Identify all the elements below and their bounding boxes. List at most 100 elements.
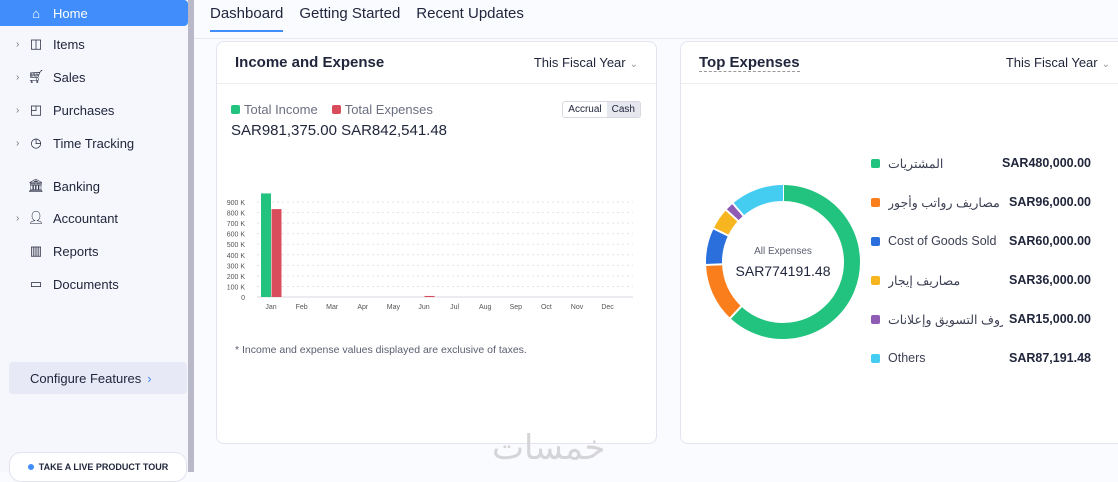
sidebar-item-purchases[interactable]: › ◰ Purchases [12, 97, 188, 123]
expense-name: Others [888, 351, 926, 365]
donut-slice[interactable] [706, 263, 742, 319]
sidebar-item-accountant[interactable]: › 👤︎ Accountant [12, 205, 188, 231]
income-expense-chart: 0 100 K 200 K 300 K 400 K 500 K 600 K 700 K 800 … [227, 193, 633, 311]
sidebar-item-sales[interactable]: › 🛒︎ Sales [12, 64, 188, 90]
bag-icon: ◰ [29, 102, 43, 117]
expense-legend-item: مصروف التسويق وإعلانات [871, 312, 1091, 327]
basket-icon: ◫ [29, 36, 43, 51]
slice-separator [705, 263, 724, 266]
expense-legend-item: المشتريات [871, 156, 1091, 171]
sidebar-item-reports[interactable]: ▥ Reports [12, 238, 188, 264]
top-expenses-card: Top Expenses This Fiscal Year ⌄ All Expens… [680, 41, 1118, 444]
expense-name: Cost of Goods Sold [888, 234, 997, 248]
x-tick-label: Aug [479, 304, 492, 311]
period-dropdown[interactable]: This Fiscal Year ⌄ [534, 55, 638, 70]
y-tick-label: 500 K [227, 242, 246, 249]
divider [194, 38, 1118, 39]
period-dropdown[interactable]: This Fiscal Year ⌄ [1006, 55, 1110, 70]
sidebar-item-items[interactable]: › ◫ Items [12, 31, 188, 57]
y-tick-label: 200 K [227, 274, 246, 281]
period-label: This Fiscal Year [1005, 55, 1098, 70]
expenses-donut [705, 184, 860, 339]
y-tick-label: 300 K [227, 263, 246, 270]
bar-chart-icon: ▥ [29, 243, 43, 258]
x-tick-label: Jun [418, 304, 429, 311]
expense-name: المشتريات [888, 157, 944, 171]
expense-name: مصروف التسويق وإعلانات [888, 313, 1003, 327]
expense-value: SAR87,191.48 [1008, 351, 1091, 365]
donut-slice[interactable] [732, 185, 784, 216]
chevron-right-icon: › [147, 370, 152, 386]
sidebar-item-label: Banking [53, 178, 100, 194]
slice-separator [728, 305, 743, 320]
chevron-right-icon: › [16, 137, 20, 149]
sidebar-item-label: Time Tracking [53, 135, 135, 151]
y-tick-label: 400 K [227, 253, 246, 260]
y-tick-label: 800 K [227, 211, 246, 218]
total-expenses: SAR842,541.48 [341, 122, 448, 139]
card-title: Income and Expense [235, 54, 385, 71]
x-tick-label: Mar [326, 304, 339, 311]
x-tick-label: Jan [265, 304, 276, 311]
chevron-down-icon: ⌄ [629, 59, 638, 70]
x-tick-label: Apr [357, 304, 369, 311]
chevron-right-icon: › [16, 71, 20, 83]
sidebar-item-home[interactable]: ⌂ Home [0, 0, 188, 26]
donut-slice[interactable] [730, 185, 860, 339]
tab-dashboard[interactable]: Dashboard [210, 5, 284, 32]
tab-recent-updates[interactable]: Recent Updates [416, 5, 524, 22]
income-expense-card: Income and Expense This Fiscal Year ⌄ Tota… [216, 41, 657, 444]
sidebar-item-documents[interactable]: ▭ Documents [12, 271, 188, 297]
card-title: Top Expenses [699, 53, 800, 72]
x-tick-label: May [387, 304, 401, 311]
x-tick-label: Feb [296, 304, 308, 311]
sidebar-item-banking[interactable]: 🏛︎ Banking [12, 173, 188, 199]
expense-name: مصاريف رواتب وأجور [888, 196, 1000, 210]
legend: Total Income Total Expenses [231, 102, 433, 117]
watermark-logo: خمسات [492, 428, 606, 468]
cart-icon: 🛒︎ [27, 69, 45, 84]
y-tick-label: 100 K [227, 284, 246, 291]
slice-separator [712, 227, 730, 237]
cash-option[interactable]: Cash [606, 102, 640, 117]
bar-total-expenses [271, 209, 282, 297]
expense-value: SAR60,000.00 [1008, 234, 1091, 248]
expense-legend-item: Cost of Goods Sold [871, 234, 1091, 248]
home-icon: ⌂ [32, 5, 40, 21]
x-tick-label: Jul [450, 304, 459, 311]
sidebar-item-label: Accountant [53, 210, 119, 226]
expense-value: SAR96,000.00 [1008, 195, 1091, 209]
dot-icon [27, 464, 34, 470]
chevron-down-icon: ⌄ [1101, 59, 1110, 70]
legend-swatch [871, 236, 880, 246]
donut-slice[interactable] [706, 228, 729, 265]
product-tour-button[interactable]: TAKE A LIVE PRODUCT TOUR [9, 452, 187, 482]
chevron-right-icon: › [16, 38, 20, 50]
slice-separator [731, 202, 745, 218]
configure-features-button[interactable]: Configure Features › [9, 362, 187, 394]
sidebar-item-label: Documents [53, 276, 119, 292]
donut-slice[interactable] [726, 203, 744, 221]
x-tick-label: Sep [510, 304, 523, 311]
accrual-option[interactable]: Accrual [568, 104, 602, 115]
legend-expenses: Total Expenses [331, 102, 433, 117]
basis-toggle: Accrual Cash [562, 101, 641, 118]
chevron-right-icon: › [16, 212, 20, 224]
legend-swatch [871, 159, 880, 168]
dashboard-tabs: Dashboard Getting Started Recent Updates [210, 5, 524, 32]
donut-slice[interactable] [713, 209, 739, 236]
sidebar-item-label: Home [53, 5, 88, 21]
legend-swatch [871, 198, 880, 207]
expense-legend-item: مصاريف إيجار [871, 273, 1091, 288]
expense-legend-item: مصاريف رواتب وأجور [871, 195, 1091, 210]
sidebar-scrollbar[interactable] [188, 0, 194, 472]
tax-note: * Income and expense values displayed ar… [235, 344, 527, 356]
sidebar-item-time-tracking[interactable]: › ◷ Time Tracking [12, 130, 188, 156]
configure-label: Configure Features [30, 370, 142, 386]
donut-center-label: All Expenses [754, 246, 812, 257]
tab-getting-started[interactable]: Getting Started [299, 5, 401, 22]
y-tick-label: 600 K [227, 232, 246, 239]
chevron-right-icon: › [16, 104, 20, 116]
sidebar: ⌂ Home › ◫ Items › 🛒︎ Sales › ◰ Purchases › ◷ Time Tr… [0, 0, 188, 482]
x-tick-label: Oct [541, 304, 552, 311]
